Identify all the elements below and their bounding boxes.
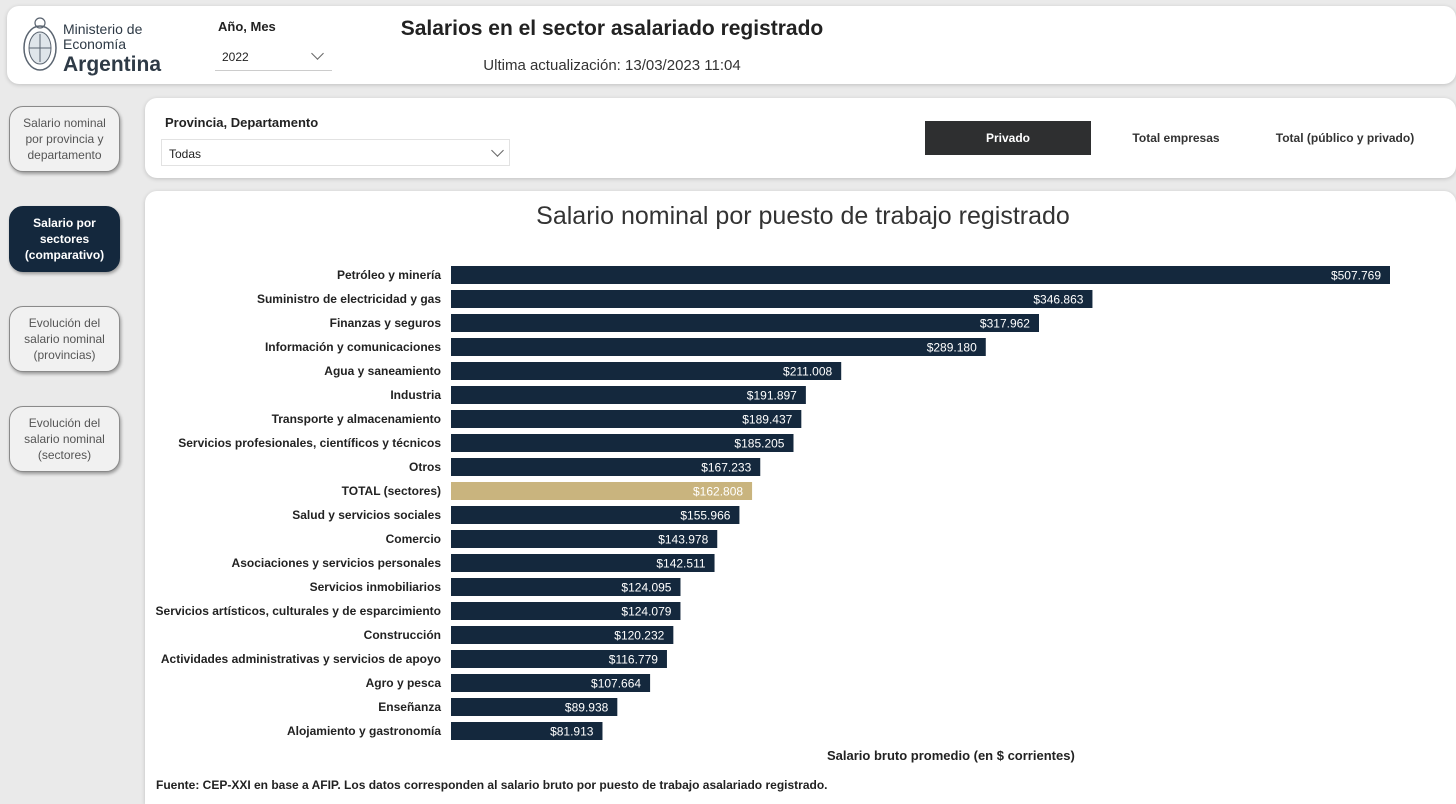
- value-label-servicios-artisticos-culturales-y-de-esparcimiento: $124.079: [621, 605, 671, 619]
- toggle-total-empresas[interactable]: Total empresas: [1132, 131, 1220, 145]
- period-label: Año, Mes: [218, 19, 276, 34]
- category-label-otros: Otros: [409, 460, 441, 474]
- bar-transporte-y-almacenamiento[interactable]: [451, 410, 802, 428]
- page-title: Salarios en el sector asalariado registr…: [400, 17, 824, 40]
- nav-evolucion-sectores[interactable]: Evolución del salario nominal (sectores): [9, 406, 120, 472]
- value-label-suministro-de-electricidad-y-gas: $346.863: [1033, 293, 1083, 307]
- bar-alojamiento-y-gastronomia[interactable]: [451, 722, 603, 740]
- category-label-salud-y-servicios-sociales: Salud y servicios sociales: [292, 508, 441, 522]
- source-note: Fuente: CEP-XXI en base a AFIP. Los dato…: [156, 778, 828, 792]
- value-label-servicios-inmobiliarios: $124.095: [621, 581, 671, 595]
- chart-title: Salario nominal por puesto de trabajo re…: [536, 202, 1070, 230]
- bar-total-sectores[interactable]: [451, 482, 753, 500]
- category-label-suministro-de-electricidad-y-gas: Suministro de electricidad y gas: [257, 292, 441, 306]
- header-bar: Ministerio de Economía Argentina Año, Me…: [7, 6, 1456, 84]
- chart-card: Salario nominal por puesto de trabajo re…: [145, 191, 1456, 804]
- nav-salario-provincia[interactable]: Salario nominal por provincia y departam…: [9, 106, 120, 172]
- province-value: Todas: [169, 147, 202, 161]
- category-label-industria: Industria: [390, 388, 441, 402]
- bar-servicios-profesionales-cientificos-y-tecnicos[interactable]: [451, 434, 794, 452]
- bar-servicios-inmobiliarios[interactable]: [451, 578, 681, 596]
- bar-agro-y-pesca[interactable]: [451, 674, 651, 692]
- nav-salario-sectores[interactable]: Salario por sectores (comparativo): [9, 206, 120, 272]
- bar-petroleo-y-mineria[interactable]: [451, 266, 1390, 284]
- nav-evolucion-provincias[interactable]: Evolución del salario nominal (provincia…: [9, 306, 120, 372]
- category-label-construccion: Construcción: [364, 628, 441, 642]
- bar-finanzas-y-seguros[interactable]: [451, 314, 1039, 332]
- bar-suministro-de-electricidad-y-gas[interactable]: [451, 290, 1093, 308]
- category-label-transporte-y-almacenamiento: Transporte y almacenamiento: [272, 412, 441, 426]
- value-label-salud-y-servicios-sociales: $155.966: [680, 509, 730, 523]
- value-label-total-sectores: $162.808: [693, 485, 743, 499]
- value-label-petroleo-y-mineria: $507.769: [1331, 269, 1381, 283]
- bar-otros[interactable]: [451, 458, 761, 476]
- category-label-servicios-inmobiliarios: Servicios inmobiliarios: [310, 580, 442, 594]
- logo-line-2: Economía: [63, 36, 127, 52]
- category-label-informacion-y-comunicaciones: Información y comunicaciones: [265, 340, 441, 354]
- x-axis-label: Salario bruto promedio (en $ corrientes): [827, 748, 1075, 763]
- value-label-actividades-administrativas-y-servicios-de-apoyo: $116.779: [609, 653, 658, 667]
- toggle-total-publico-privado[interactable]: Total (público y privado): [1275, 131, 1415, 145]
- bar-ensenanza[interactable]: [451, 698, 618, 716]
- category-label-total-sectores: TOTAL (sectores): [342, 484, 441, 498]
- value-label-asociaciones-y-servicios-personales: $142.511: [656, 557, 705, 571]
- value-label-finanzas-y-seguros: $317.962: [980, 317, 1030, 331]
- value-label-ensenanza: $89.938: [565, 701, 609, 715]
- bar-servicios-artisticos-culturales-y-de-esparcimiento[interactable]: [451, 602, 681, 620]
- last-updated: Ultima actualización: 13/03/2023 11:04: [483, 57, 741, 74]
- province-dropdown[interactable]: Todas: [161, 139, 510, 166]
- value-label-agro-y-pesca: $107.664: [591, 677, 641, 691]
- bar-comercio[interactable]: [451, 530, 718, 548]
- value-label-otros: $167.233: [701, 461, 751, 475]
- bar-actividades-administrativas-y-servicios-de-apoyo[interactable]: [451, 650, 667, 668]
- bar-asociaciones-y-servicios-personales[interactable]: [451, 554, 715, 572]
- value-label-transporte-y-almacenamiento: $189.437: [742, 413, 792, 427]
- category-label-agua-y-saneamiento: Agua y saneamiento: [324, 364, 441, 378]
- period-value: 2022: [222, 50, 249, 64]
- category-label-petroleo-y-mineria: Petróleo y minería: [337, 268, 441, 282]
- bar-informacion-y-comunicaciones[interactable]: [451, 338, 986, 356]
- logo-line-3: Argentina: [63, 53, 162, 76]
- value-label-construccion: $120.232: [614, 629, 664, 643]
- chevron-down-icon: [491, 144, 504, 157]
- category-label-servicios-artisticos-culturales-y-de-esparcimiento: Servicios artísticos, culturales y de es…: [156, 604, 441, 618]
- category-label-actividades-administrativas-y-servicios-de-apoyo: Actividades administrativas y servicios …: [161, 652, 441, 666]
- value-label-industria: $191.897: [747, 389, 797, 403]
- category-label-servicios-profesionales-cientificos-y-tecnicos: Servicios profesionales, científicos y t…: [178, 436, 441, 450]
- category-label-asociaciones-y-servicios-personales: Asociaciones y servicios personales: [232, 556, 442, 570]
- toggle-privado[interactable]: Privado: [925, 121, 1091, 155]
- value-label-informacion-y-comunicaciones: $289.180: [927, 341, 977, 355]
- logo-line-1: Ministerio de: [63, 21, 143, 37]
- bar-agua-y-saneamiento[interactable]: [451, 362, 842, 380]
- value-label-alojamiento-y-gastronomia: $81.913: [550, 725, 594, 739]
- filter-bar: Provincia, Departamento Todas Privado To…: [145, 98, 1456, 178]
- bar-chart: Petróleo y minería $507.769 Suministro de …: [156, 266, 1390, 740]
- coat-of-arms-icon: [23, 17, 57, 71]
- value-label-comercio: $143.978: [658, 533, 708, 547]
- value-label-agua-y-saneamiento: $211.008: [783, 365, 832, 379]
- bar-salud-y-servicios-sociales[interactable]: [451, 506, 740, 524]
- category-label-agro-y-pesca: Agro y pesca: [366, 676, 442, 690]
- category-label-alojamiento-y-gastronomia: Alojamiento y gastronomía: [287, 724, 441, 738]
- province-label: Provincia, Departamento: [165, 115, 319, 130]
- ministry-logo: Ministerio de Economía Argentina: [21, 14, 181, 78]
- value-label-servicios-profesionales-cientificos-y-tecnicos: $185.205: [734, 437, 784, 451]
- bar-industria[interactable]: [451, 386, 806, 404]
- category-label-comercio: Comercio: [386, 532, 441, 546]
- category-label-ensenanza: Enseñanza: [378, 700, 441, 714]
- bar-construccion[interactable]: [451, 626, 674, 644]
- period-dropdown[interactable]: 2022: [215, 43, 332, 71]
- category-label-finanzas-y-seguros: Finanzas y seguros: [330, 316, 442, 330]
